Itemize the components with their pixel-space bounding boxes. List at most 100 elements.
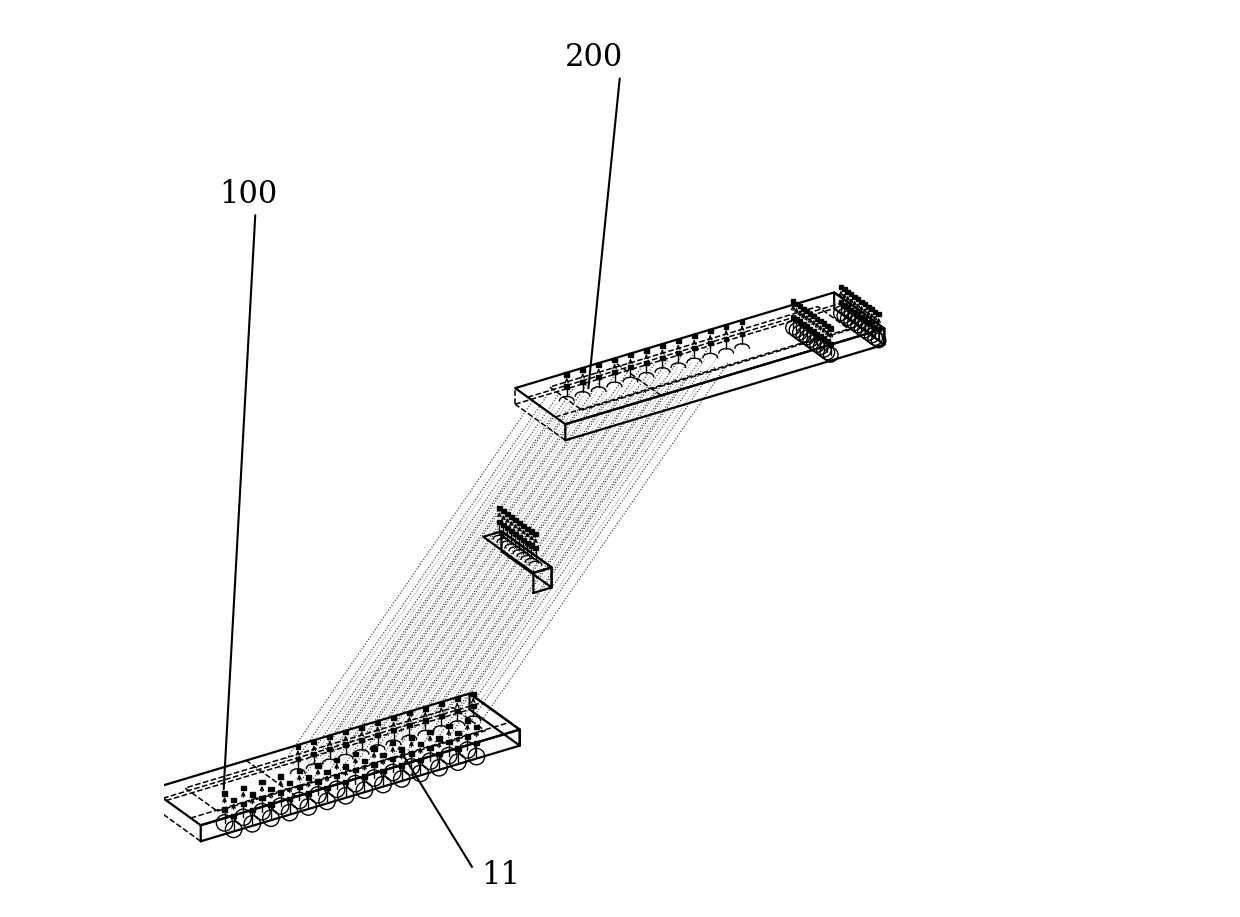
Bar xyxy=(409,751,414,756)
Bar xyxy=(428,730,433,734)
Bar xyxy=(259,780,264,784)
Bar xyxy=(692,346,697,350)
Bar xyxy=(455,697,460,701)
Bar xyxy=(526,540,529,545)
Bar xyxy=(471,704,475,708)
Bar xyxy=(392,716,396,720)
Bar xyxy=(343,730,348,735)
Bar xyxy=(863,317,867,322)
Bar xyxy=(296,785,303,790)
Bar xyxy=(399,747,404,752)
Bar xyxy=(327,735,332,739)
Bar xyxy=(825,324,830,328)
Bar xyxy=(529,529,533,534)
Bar xyxy=(505,512,510,516)
Bar xyxy=(852,310,857,315)
Bar xyxy=(838,285,843,289)
Bar xyxy=(692,334,697,338)
Bar xyxy=(231,798,237,802)
Bar xyxy=(501,524,506,527)
Bar xyxy=(822,337,826,341)
Bar xyxy=(818,319,823,323)
Bar xyxy=(596,363,601,367)
Bar xyxy=(436,752,441,757)
Bar xyxy=(418,757,423,762)
Bar xyxy=(315,779,321,783)
Bar xyxy=(859,315,864,319)
Bar xyxy=(596,375,601,379)
Bar xyxy=(501,509,506,514)
Bar xyxy=(360,737,363,742)
Bar xyxy=(334,774,340,778)
Bar xyxy=(343,780,348,784)
Bar xyxy=(815,316,820,321)
Bar xyxy=(334,757,340,762)
Bar xyxy=(352,752,358,757)
Bar xyxy=(740,332,744,336)
Bar xyxy=(564,372,569,377)
Bar xyxy=(529,544,533,547)
Text: 200: 200 xyxy=(565,42,624,73)
Bar xyxy=(222,807,227,812)
Text: 100: 100 xyxy=(219,179,278,210)
Bar xyxy=(505,526,510,530)
Bar xyxy=(428,746,433,750)
Bar xyxy=(811,329,816,334)
Bar xyxy=(311,740,316,744)
Bar xyxy=(465,718,470,723)
Bar xyxy=(863,303,867,306)
Bar xyxy=(278,775,284,779)
Bar xyxy=(510,515,513,519)
Bar xyxy=(268,802,274,807)
Bar xyxy=(822,322,826,326)
Bar xyxy=(278,790,284,795)
Bar xyxy=(724,325,728,328)
Bar xyxy=(838,300,843,304)
Bar xyxy=(644,348,649,352)
Bar xyxy=(849,293,853,296)
Bar xyxy=(409,735,414,740)
Bar xyxy=(231,813,237,818)
Bar xyxy=(797,304,802,308)
Bar xyxy=(446,740,451,745)
Bar xyxy=(580,380,585,383)
Bar xyxy=(407,724,412,727)
Bar xyxy=(315,763,321,768)
Bar xyxy=(381,753,386,757)
Bar xyxy=(740,320,744,324)
Bar xyxy=(436,736,441,741)
Bar xyxy=(286,797,293,801)
Bar xyxy=(676,351,681,355)
Bar xyxy=(660,356,665,359)
Text: 11: 11 xyxy=(481,860,520,891)
Bar xyxy=(418,742,423,746)
Bar xyxy=(613,370,616,374)
Bar xyxy=(465,735,470,739)
Bar xyxy=(873,325,878,329)
Bar xyxy=(794,317,799,321)
Bar xyxy=(305,791,311,796)
Bar xyxy=(724,337,728,341)
Bar xyxy=(474,725,479,729)
Bar xyxy=(455,709,460,713)
Bar xyxy=(497,520,502,525)
Bar xyxy=(268,787,274,791)
Bar xyxy=(295,745,300,749)
Bar xyxy=(526,526,529,531)
Bar xyxy=(644,360,649,365)
Bar xyxy=(513,518,518,522)
Bar xyxy=(399,763,404,768)
Bar xyxy=(852,294,857,299)
Bar xyxy=(510,529,513,533)
Bar xyxy=(828,342,833,346)
Bar xyxy=(376,733,379,737)
Bar xyxy=(381,768,386,773)
Bar xyxy=(801,322,806,326)
Bar xyxy=(629,365,632,370)
Bar xyxy=(343,743,348,746)
Bar xyxy=(371,762,377,767)
Bar xyxy=(866,304,870,309)
Bar xyxy=(521,537,526,542)
Bar xyxy=(815,332,820,336)
Bar xyxy=(846,290,851,294)
